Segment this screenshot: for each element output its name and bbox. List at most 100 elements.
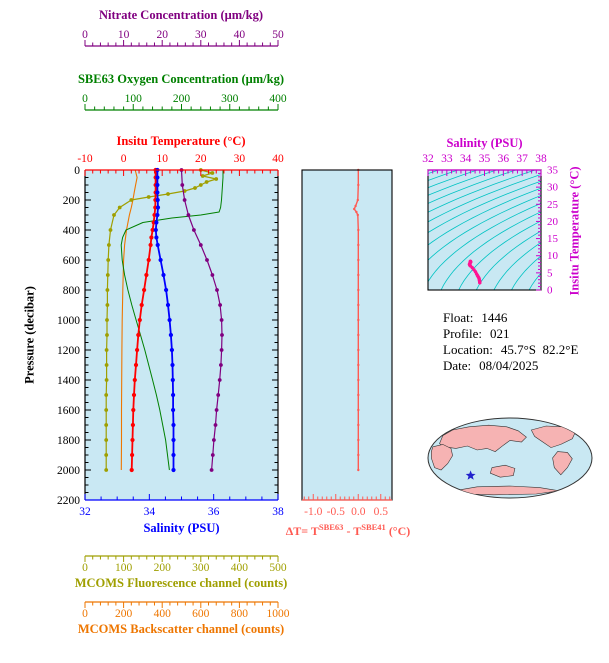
- tick-label: 500: [269, 562, 287, 574]
- tick-label: 1200: [57, 345, 80, 357]
- tick-label: 32: [79, 506, 91, 518]
- temperature-axis-title: Insitu Temperature (°C): [116, 134, 246, 148]
- tick-label: 0: [82, 29, 88, 41]
- tick-label: 30: [234, 153, 246, 165]
- tick-label: 10: [156, 153, 168, 165]
- tick-label: 200: [115, 608, 133, 620]
- tick-label: 20: [195, 153, 207, 165]
- tick-label: 0.0: [351, 506, 366, 518]
- location-label: Location:: [443, 342, 493, 357]
- delta-t-plot-area: [302, 170, 392, 500]
- tick-label: 1400: [57, 375, 80, 387]
- float-info-line: Float: 1446: [430, 294, 507, 342]
- tick-label: 0: [547, 285, 553, 297]
- tick-label: 300: [221, 93, 239, 105]
- tick-label: 40: [234, 29, 246, 41]
- ts-temperature-axis: 0 5 10 15 20 25 30 35: [536, 165, 559, 297]
- temperature-axis: -10 0 10 20 30 40: [77, 153, 284, 176]
- tick-label: 50: [272, 29, 284, 41]
- tick-label: 15: [547, 233, 559, 245]
- tick-label: 35: [479, 153, 491, 165]
- profile-value: 021: [490, 326, 510, 341]
- tick-label: 20: [547, 216, 559, 228]
- date-value: 08/04/2025: [479, 358, 539, 373]
- tick-label: -1.0: [304, 506, 322, 518]
- tick-label: 400: [269, 93, 287, 105]
- oxygen-axis: 0 100 200 300 400: [82, 93, 287, 111]
- tick-label: -10: [77, 153, 93, 165]
- tick-label: 38: [535, 153, 547, 165]
- tick-label: 34: [144, 506, 156, 518]
- ts-salinity-axis: 32 33 34 35 36 37 38: [422, 153, 547, 176]
- tick-label: 1600: [57, 405, 80, 417]
- nitrate-axis: 0 10 20 30 40 50: [82, 29, 284, 47]
- tick-label: 33: [441, 153, 453, 165]
- backscatter-axis-title: MCOMS Backscatter channel (counts): [77, 622, 285, 636]
- tick-label: 400: [231, 562, 249, 574]
- series-nitrate: [179, 168, 224, 472]
- world-map: [427, 417, 593, 499]
- tick-label: 0: [121, 153, 127, 165]
- tick-label: 40: [272, 153, 284, 165]
- float-location-star: [465, 470, 476, 480]
- tick-label: 2000: [57, 465, 80, 477]
- tick-label: 20: [156, 29, 168, 41]
- salinity-axis-title: Salinity (PSU): [143, 521, 220, 535]
- tick-label: 300: [192, 562, 210, 574]
- map-land: [430, 424, 583, 496]
- location-info-line: Location: 45.7°S 82.2°E: [430, 326, 578, 374]
- fluorescence-axis: 0 100 200 300 400 500: [82, 555, 287, 574]
- tick-label: 100: [125, 93, 143, 105]
- pressure-axis-title: Pressure (decibar): [22, 286, 37, 384]
- tick-label: 5: [547, 267, 553, 279]
- tick-label: 0: [82, 562, 88, 574]
- tick-label: 1000: [57, 315, 80, 327]
- tick-label: 32: [422, 153, 434, 165]
- series-backscatter: [120, 169, 138, 471]
- tick-label: 0: [74, 165, 80, 177]
- profile-info-line: Profile: 021: [430, 310, 510, 358]
- tick-label: 0.5: [374, 506, 389, 518]
- tick-label: 34: [460, 153, 472, 165]
- tick-label: -0.5: [327, 506, 345, 518]
- float-label: Float:: [443, 310, 474, 325]
- tick-label: 0: [82, 608, 88, 620]
- oxygen-axis-title: SBE63 Oxygen Concentration (μm/kg): [77, 72, 285, 86]
- tick-label: 400: [63, 225, 81, 237]
- delta-t-axis-title: ΔT= TSBE63 - TSBE41 (°C): [262, 522, 434, 539]
- tick-label: 1800: [57, 435, 80, 447]
- fluorescence-axis-title: MCOMS Fluorescence channel (counts): [74, 576, 288, 590]
- tick-label: 600: [192, 608, 210, 620]
- tick-label: 200: [63, 195, 81, 207]
- profile-label: Profile:: [443, 326, 482, 341]
- tick-label: 200: [173, 93, 191, 105]
- title-fragment: SBE41: [361, 522, 386, 532]
- tick-label: 30: [547, 182, 559, 194]
- tick-label: 35: [547, 165, 559, 177]
- date-label: Date:: [443, 358, 472, 373]
- float-value: 1446: [481, 310, 508, 325]
- series-fluorescence: [104, 168, 219, 472]
- location-value: 45.7°S 82.2°E: [500, 342, 579, 357]
- tick-label: 800: [231, 608, 249, 620]
- tick-label: 0: [82, 93, 88, 105]
- tick-label: 400: [154, 608, 172, 620]
- ts-plot-area: [428, 170, 541, 290]
- tick-label: 25: [547, 199, 559, 211]
- title-fragment: SBE63: [318, 522, 344, 532]
- ts-salinity-axis-title: Salinity (PSU): [446, 136, 523, 150]
- isopycnal-contours: [428, 170, 541, 290]
- tick-label: 36: [208, 506, 220, 518]
- title-fragment: - T: [343, 524, 362, 538]
- ts-temperature-axis-title: Insitu Temperature (°C): [567, 166, 582, 296]
- tick-label: 200: [154, 562, 172, 574]
- date-info-line: Date: 08/04/2025: [430, 342, 538, 390]
- tick-label: 100: [115, 562, 133, 574]
- tick-label: 36: [498, 153, 510, 165]
- tick-label: 2200: [57, 495, 80, 507]
- salinity-axis: 32 34 36 38: [79, 494, 284, 518]
- delta-t-axis: -1.0 -0.5 0.0 0.5: [302, 494, 392, 518]
- title-fragment: ΔT= T: [285, 524, 319, 538]
